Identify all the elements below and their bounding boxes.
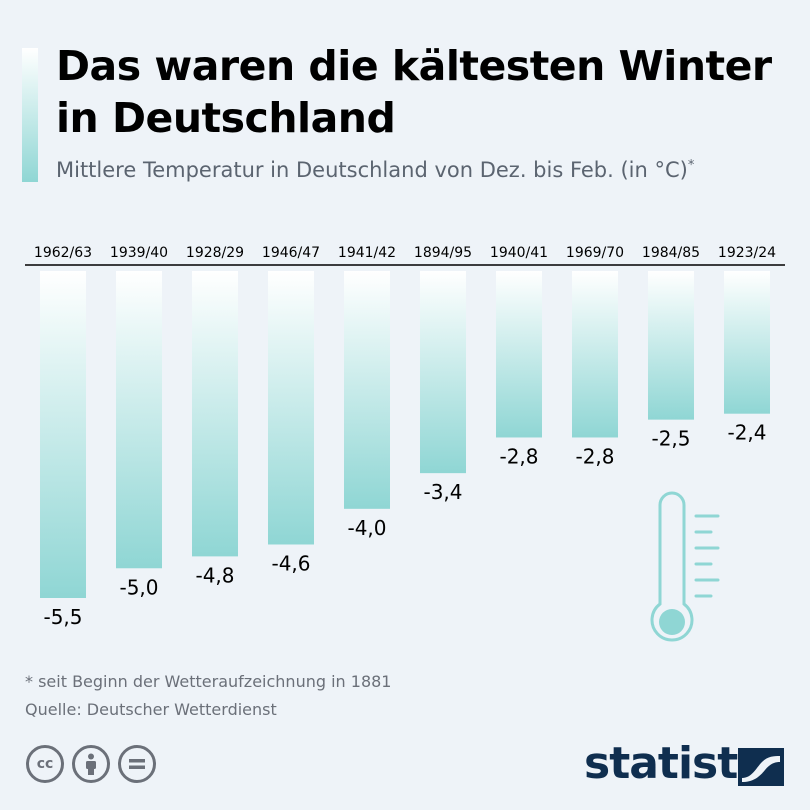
- bar: [192, 271, 238, 557]
- bar: [496, 271, 542, 438]
- statista-wordmark[interactable]: statista: [584, 738, 767, 789]
- bar: [344, 271, 390, 509]
- bar: [268, 271, 314, 545]
- value-label: -4,8: [195, 563, 234, 587]
- value-label: -4,0: [347, 516, 386, 540]
- bar: [116, 271, 162, 569]
- value-label: -5,0: [119, 575, 158, 599]
- license-icons: cc: [26, 745, 156, 783]
- bar: [648, 271, 694, 420]
- equals-icon: [129, 759, 145, 769]
- category-label: 1969/70: [566, 245, 624, 261]
- category-label: 1941/42: [338, 245, 396, 261]
- category-label: 1984/85: [642, 245, 700, 261]
- value-label: -4,6: [271, 551, 310, 575]
- category-label: 1894/95: [414, 245, 472, 261]
- cc-icon[interactable]: cc: [26, 745, 64, 783]
- chart-title: Das waren die kältesten Winter in Deutsc…: [56, 42, 772, 142]
- attribution-icon[interactable]: [72, 745, 110, 783]
- category-label: 1923/24: [718, 245, 776, 261]
- value-label: -2,4: [727, 421, 766, 445]
- category-label: 1946/47: [262, 245, 320, 261]
- source-note: Quelle: Deutscher Wetterdienst: [25, 700, 277, 719]
- person-icon: [86, 753, 96, 775]
- bar: [724, 271, 770, 414]
- category-label: 1940/41: [490, 245, 548, 261]
- value-label: -3,4: [423, 480, 462, 504]
- no-derivatives-icon[interactable]: [118, 745, 156, 783]
- category-label: 1939/40: [110, 245, 168, 261]
- thermometer-icon: [650, 491, 720, 642]
- footnote: * seit Beginn der Wetteraufzeichnung in …: [25, 672, 392, 691]
- title-accent-bar: [22, 48, 38, 182]
- subtitle-footnote-mark: *: [687, 158, 695, 173]
- bar: [40, 271, 86, 598]
- bar: [420, 271, 466, 474]
- chart-subtitle: Mittlere Temperatur in Deutschland von D…: [56, 158, 694, 182]
- subtitle-text: Mittlere Temperatur in Deutschland von D…: [56, 158, 688, 182]
- bar: [572, 271, 618, 438]
- value-label: -5,5: [43, 605, 82, 629]
- value-label: -2,8: [499, 444, 538, 468]
- value-label: -2,5: [651, 427, 690, 451]
- value-label: -2,8: [575, 444, 614, 468]
- statista-logo-icon[interactable]: [738, 748, 784, 786]
- category-label: 1928/29: [186, 245, 244, 261]
- category-label: 1962/63: [34, 245, 92, 261]
